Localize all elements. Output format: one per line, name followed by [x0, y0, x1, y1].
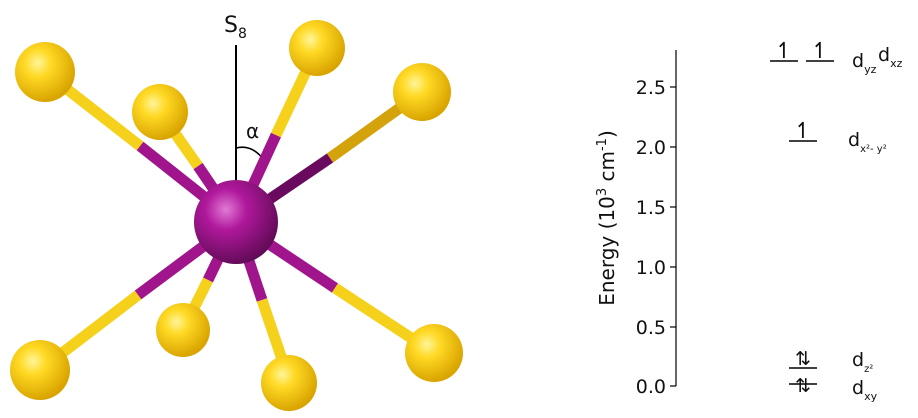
y-tick-label: 2.0 [636, 137, 666, 159]
ligand-atom [132, 84, 188, 140]
orbital-dx2y2: ↿ [789, 119, 817, 144]
orbital-label-dx2y2: dx²- y² [848, 129, 887, 155]
spin-up-down-arrows: ⇅ [795, 375, 811, 397]
y-tick-label: 0.0 [636, 376, 666, 398]
spin-up-arrow: ↿ [794, 119, 812, 144]
ligand-atoms [10, 20, 463, 411]
ligand-atom [15, 42, 75, 102]
orbital-label-dyz: dyz [852, 50, 877, 76]
y-tick-label: 2.5 [636, 77, 666, 99]
y-tick-label: 1.5 [636, 197, 666, 219]
ligand-atom [393, 63, 451, 121]
spin-up-arrow: ↿ [775, 39, 793, 64]
molecule-structure: S8 α [10, 13, 463, 411]
ligand-atom [10, 340, 70, 400]
orbital-dxy: ⇅ [789, 375, 817, 397]
orbital-dyz: ↿ [770, 39, 798, 64]
angle-label: α [246, 119, 259, 143]
ligand-atom [289, 20, 345, 76]
spin-up-arrow: ↿ [811, 39, 829, 64]
ligand-atom [156, 303, 210, 357]
spin-up-down-arrows: ⇅ [795, 348, 811, 370]
metal-atom [194, 180, 278, 264]
y-tick-label: 0.5 [636, 317, 666, 339]
orbital-label-dxz: dxz [878, 44, 903, 70]
ligand-atom [405, 324, 463, 382]
orbital-dxz: ↿ [806, 39, 834, 64]
orbital-label-dxy: dxy [852, 377, 878, 403]
ligand-atom [261, 355, 317, 411]
energy-diagram: 0.0 0.5 1.0 1.5 2.0 2.5 Energy (103 cm-1… [595, 39, 903, 403]
s8-axis-label: S8 [224, 13, 247, 42]
y-tick-label: 1.0 [636, 257, 666, 279]
energy-axis-title: Energy (103 cm-1) [595, 130, 619, 306]
energy-axis-ticks: 0.0 0.5 1.0 1.5 2.0 2.5 [636, 77, 676, 398]
orbital-label-dz2: dz² [852, 349, 873, 375]
orbital-dz2: ⇅ [789, 348, 817, 370]
